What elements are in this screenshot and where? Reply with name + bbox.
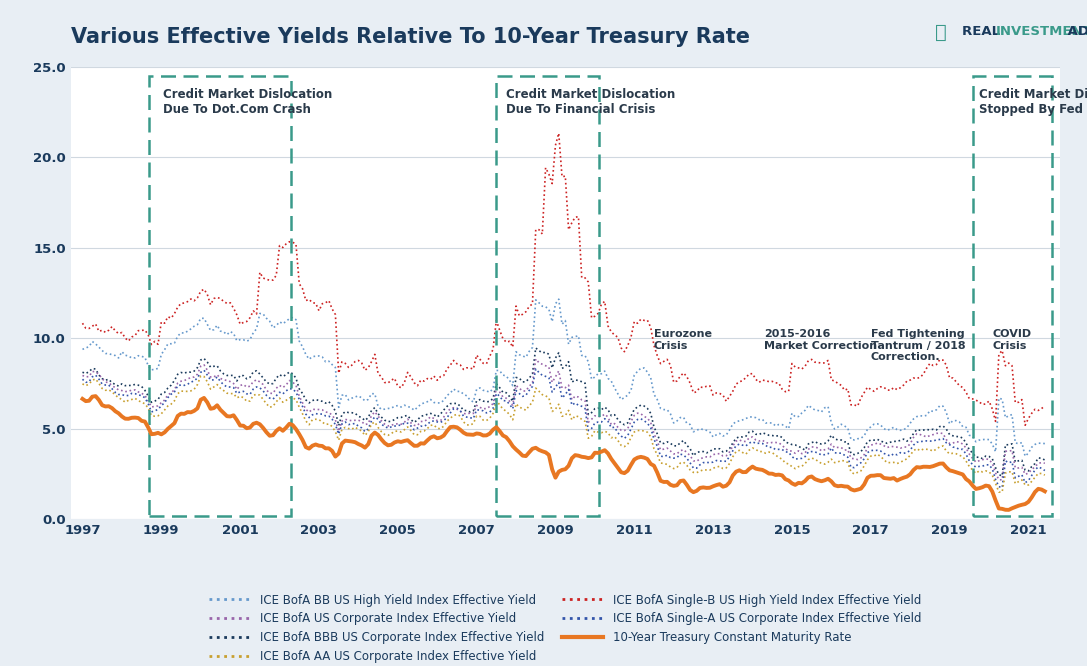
Text: 🛡: 🛡: [935, 23, 947, 43]
Bar: [150, 76, 291, 516]
Text: REAL: REAL: [962, 25, 1004, 38]
Text: Eurozone
Crisis: Eurozone Crisis: [654, 329, 712, 351]
Text: Credit Market Dislocation
Due To Financial Crisis: Credit Market Dislocation Due To Financi…: [507, 89, 675, 117]
Text: Fed Tightening
Tantrum / 2018
Correction.: Fed Tightening Tantrum / 2018 Correction…: [871, 329, 965, 362]
Text: COVID
Crisis: COVID Crisis: [992, 329, 1032, 351]
Text: Various Effective Yields Relative To 10-Year Treasury Rate: Various Effective Yields Relative To 10-…: [71, 27, 750, 47]
Text: ADVICE: ADVICE: [1063, 25, 1087, 38]
Text: INVESTMENT: INVESTMENT: [996, 25, 1087, 38]
Text: Credit Market Dislocation
Due To Dot.Com Crash: Credit Market Dislocation Due To Dot.Com…: [163, 89, 333, 117]
Bar: [497, 76, 599, 516]
Text: 2015-2016
Market Correction: 2015-2016 Market Correction: [764, 329, 877, 351]
Legend: ICE BofA BB US High Yield Index Effective Yield, ICE BofA US Corporate Index Eff: ICE BofA BB US High Yield Index Effectiv…: [204, 589, 926, 666]
Bar: [973, 76, 1052, 516]
Text: Credit Market Dislocation
Stopped By Fed Bailout: Credit Market Dislocation Stopped By Fed…: [979, 89, 1087, 117]
